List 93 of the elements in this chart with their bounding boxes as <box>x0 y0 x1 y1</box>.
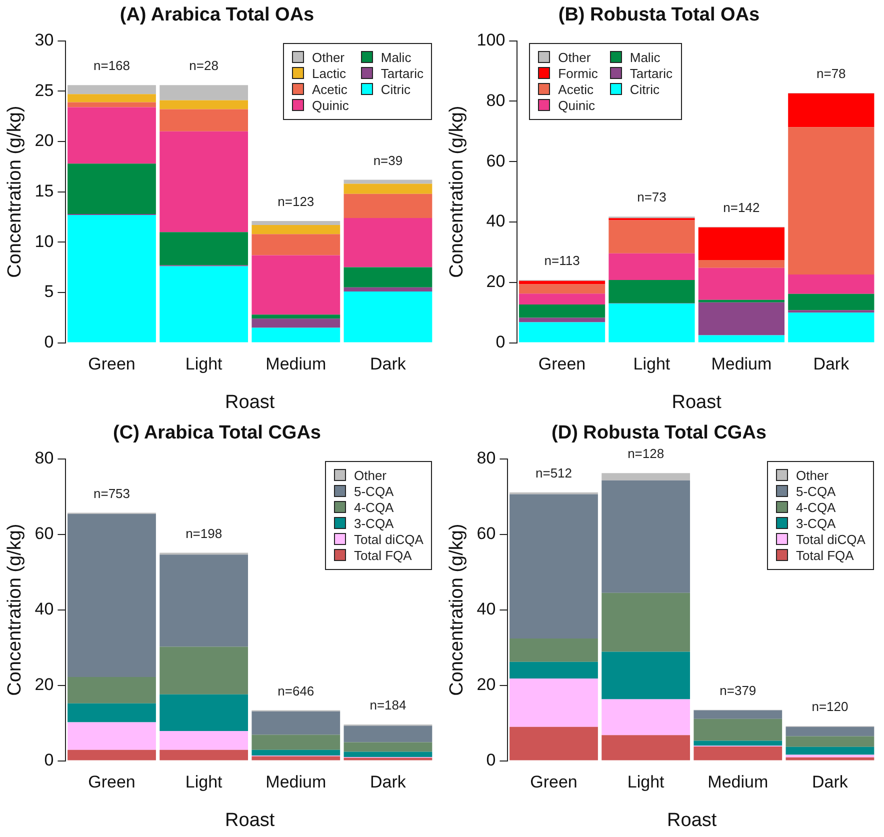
legend-label: Other <box>796 468 829 483</box>
y-tick-label: 40 <box>476 599 496 618</box>
chart-title: (C) Arabica Total CGAs <box>113 422 321 444</box>
annotation: n=168 <box>93 58 130 74</box>
annotation: n=73 <box>637 190 666 205</box>
x-tick-label: Medium <box>711 354 772 374</box>
legend-label: 4-CQA <box>796 500 836 515</box>
x-tick-label: Light <box>627 772 665 792</box>
y-tick-label: 100 <box>476 30 506 50</box>
legend-label: Other <box>312 50 345 65</box>
annotation: n=512 <box>535 465 572 480</box>
y-tick-label: 20 <box>476 674 496 694</box>
annotation: n=28 <box>189 58 218 74</box>
y-axis-title: Concentration (g/kg) <box>446 106 468 278</box>
y-tick-label: 30 <box>34 30 54 50</box>
x-tick-label: Light <box>633 354 670 374</box>
x-axis-title: Roast <box>667 810 718 831</box>
y-tick-label: 0 <box>486 750 496 770</box>
x-tick-label: Green <box>538 354 586 374</box>
legend-label: 5-CQA <box>796 484 836 499</box>
y-tick-label: 20 <box>34 131 54 150</box>
x-tick-label: Dark <box>812 772 848 792</box>
y-tick-label: 25 <box>34 80 54 100</box>
annotation: n=78 <box>816 66 846 82</box>
annotation: n=113 <box>544 253 580 268</box>
legend-label: Malic <box>380 50 412 65</box>
legend-label: Total diCQA <box>796 532 866 547</box>
legend-label: Lactic <box>312 66 346 81</box>
annotation: n=379 <box>720 682 756 698</box>
legend-label: Total FQA <box>354 548 412 563</box>
legend-label: 3-CQA <box>354 516 394 531</box>
x-tick-label: Green <box>88 772 136 792</box>
y-tick-label: 0 <box>44 750 54 770</box>
x-tick-label: Light <box>185 772 223 792</box>
y-tick-label: 80 <box>476 448 496 468</box>
legend-label: 3-CQA <box>796 516 836 531</box>
legend-label: Tartaric <box>380 66 424 81</box>
y-tick-label: 10 <box>34 232 54 251</box>
y-tick-label: 40 <box>486 212 506 231</box>
chart-title: (D) Robusta Total CGAs <box>552 422 766 444</box>
legend-label: Citric <box>380 82 410 97</box>
chart-title: (B) Robusta Total OAs <box>558 4 760 26</box>
y-tick-label: 60 <box>486 151 506 170</box>
chart-title: (A) Arabica Total OAs <box>120 4 314 26</box>
x-tick-label: Light <box>185 354 223 374</box>
annotation: n=646 <box>278 683 314 698</box>
y-axis-title: Concentration (g/kg) <box>4 106 26 278</box>
y-axis-title: Concentration (g/kg) <box>4 524 26 696</box>
legend-label: Malic <box>630 50 660 65</box>
annotation: n=120 <box>812 699 848 714</box>
legend-label: Acetic <box>312 82 348 97</box>
x-tick-label: Green <box>88 354 136 374</box>
annotation: n=128 <box>628 446 664 462</box>
y-tick-label: 60 <box>34 524 54 543</box>
y-tick-label: 40 <box>34 599 54 618</box>
x-tick-label: Medium <box>708 772 768 792</box>
x-tick-label: Green <box>530 772 578 792</box>
legend-label: 4-CQA <box>354 500 394 515</box>
annotation: n=123 <box>278 194 314 210</box>
x-tick-label: Medium <box>266 772 326 792</box>
annotation: n=39 <box>373 152 403 168</box>
y-tick-label: 0 <box>496 332 506 352</box>
y-tick-label: 60 <box>476 524 496 543</box>
legend-label: Quinic <box>558 98 596 113</box>
legend-label: Other <box>354 468 387 483</box>
y-tick-label: 20 <box>34 674 54 694</box>
x-axis-title: Roast <box>225 810 276 831</box>
y-tick-label: 0 <box>44 332 54 352</box>
y-tick-label: 20 <box>486 272 506 292</box>
annotation: n=753 <box>93 486 130 501</box>
annotation: n=142 <box>723 200 760 215</box>
x-axis-title: Roast <box>672 392 722 413</box>
legend-label: Total FQA <box>796 548 854 563</box>
legend-label: 5-CQA <box>354 484 394 499</box>
legend-label: Citric <box>630 82 660 97</box>
x-tick-label: Dark <box>813 354 850 374</box>
legend-label: Acetic <box>558 82 594 97</box>
y-tick-label: 80 <box>486 90 506 110</box>
y-tick-label: 80 <box>34 448 54 468</box>
annotation: n=184 <box>370 698 406 713</box>
legend-label: Other <box>558 50 591 65</box>
x-tick-label: Dark <box>370 354 406 374</box>
legend-label: Formic <box>558 66 598 81</box>
x-tick-label: Medium <box>266 354 326 374</box>
legend-label: Total diCQA <box>354 532 424 547</box>
y-tick-label: 15 <box>34 181 54 200</box>
x-tick-label: Dark <box>370 772 406 792</box>
legend-label: Tartaric <box>630 66 672 81</box>
y-tick-label: 5 <box>44 282 54 302</box>
x-axis-title: Roast <box>225 392 276 413</box>
annotation: n=198 <box>186 526 222 541</box>
legend-label: Quinic <box>312 98 349 113</box>
y-axis-title: Concentration (g/kg) <box>446 524 468 696</box>
